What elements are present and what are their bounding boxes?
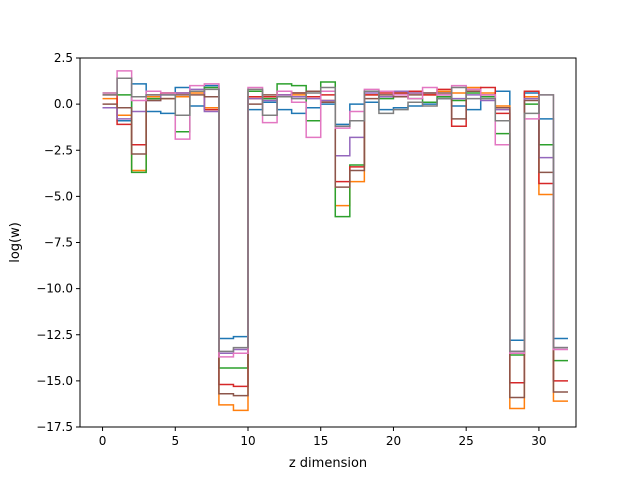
x-tick-label: 20 xyxy=(386,434,401,448)
x-tick-label: 10 xyxy=(240,434,255,448)
x-tick-label: 30 xyxy=(531,434,546,448)
series-7-step-line xyxy=(102,77,568,353)
x-tick-label: 25 xyxy=(459,434,474,448)
y-tick-label: −5.0 xyxy=(44,189,73,203)
y-axis-label: log(w) xyxy=(8,222,23,263)
y-tick-label: −15.0 xyxy=(36,374,73,388)
x-tick-label: 15 xyxy=(313,434,328,448)
y-tick-label: −17.5 xyxy=(36,420,73,434)
y-tick-label: 2.5 xyxy=(54,51,73,65)
series-layer xyxy=(102,70,568,412)
x-tick-label: 5 xyxy=(171,434,179,448)
series-2-step-line xyxy=(102,81,568,369)
y-tick-label: −7.5 xyxy=(44,236,73,250)
x-axis-label: z dimension xyxy=(289,456,367,471)
plot-background xyxy=(80,58,576,427)
ticks-layer: 0 5 10 15 20 25 30 2.5 0.0 −2.5 −5.0 −7.5 −10.0 −12.5… xyxy=(36,51,546,448)
y-tick-label: −12.5 xyxy=(36,328,73,342)
y-tick-label: 0.0 xyxy=(54,97,73,111)
x-tick-label: 0 xyxy=(99,434,107,448)
y-tick-label: −2.5 xyxy=(44,143,73,157)
y-tick-label: −10.0 xyxy=(36,282,73,296)
